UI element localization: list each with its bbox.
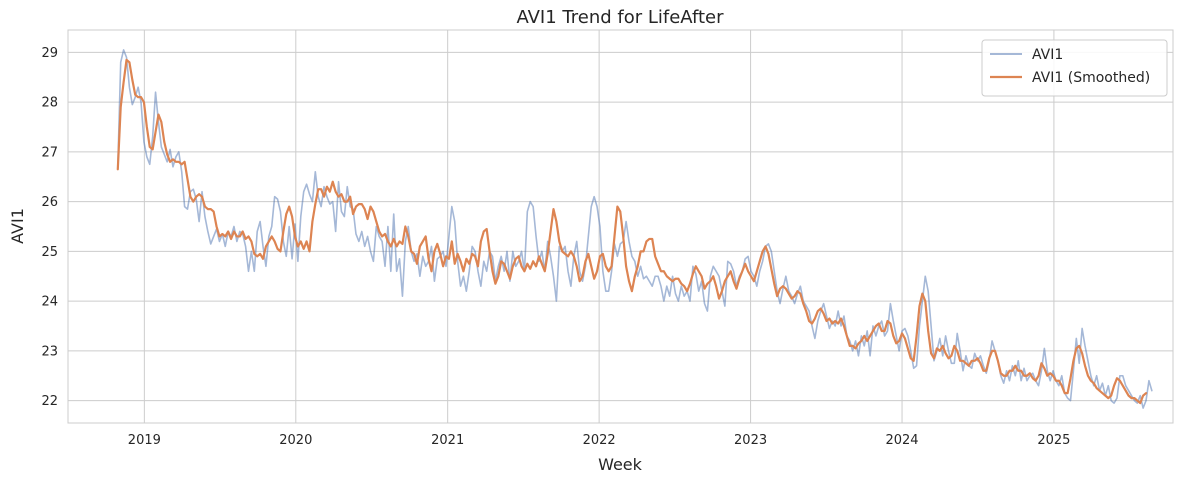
y-tick-label: 24: [41, 295, 58, 310]
x-tick-label: 2022: [583, 433, 616, 448]
y-tick-label: 27: [41, 145, 58, 160]
chart-title: AVI1 Trend for LifeAfter: [516, 7, 724, 28]
y-tick-label: 23: [41, 344, 58, 359]
x-tick-label: 2023: [734, 433, 767, 448]
plot-frame: [67, 29, 1174, 424]
series-line-avi1-smoothed: [116, 58, 1148, 405]
y-axis-ticks: 22 23 24 25 26 27 28 29: [41, 46, 58, 409]
y-tick-label: 25: [41, 245, 58, 260]
y-tick-label: 26: [41, 195, 58, 210]
x-tick-label: 2025: [1037, 433, 1070, 448]
series-line-avi1: [116, 49, 1153, 409]
y-axis-label: AVI1: [8, 208, 27, 244]
x-tick-label: 2020: [279, 433, 312, 448]
legend-box: [981, 39, 1168, 97]
series-layer: [116, 49, 1153, 409]
legend-label-avi1-smoothed: AVI1 (Smoothed): [1032, 70, 1150, 86]
y-tick-label: 29: [41, 46, 58, 61]
x-axis-label: Week: [598, 455, 643, 474]
y-tick-label: 28: [41, 96, 58, 111]
y-tick-label: 22: [41, 394, 58, 409]
legend: AVI1 AVI1 (Smoothed): [981, 39, 1168, 97]
legend-label-avi1: AVI1: [1032, 47, 1063, 63]
x-tick-label: 2019: [128, 433, 161, 448]
x-axis-ticks: 2019 2020 2021 2022 2023 2024 2025: [128, 433, 1071, 448]
x-tick-label: 2021: [431, 433, 464, 448]
x-tick-label: 2024: [885, 433, 918, 448]
